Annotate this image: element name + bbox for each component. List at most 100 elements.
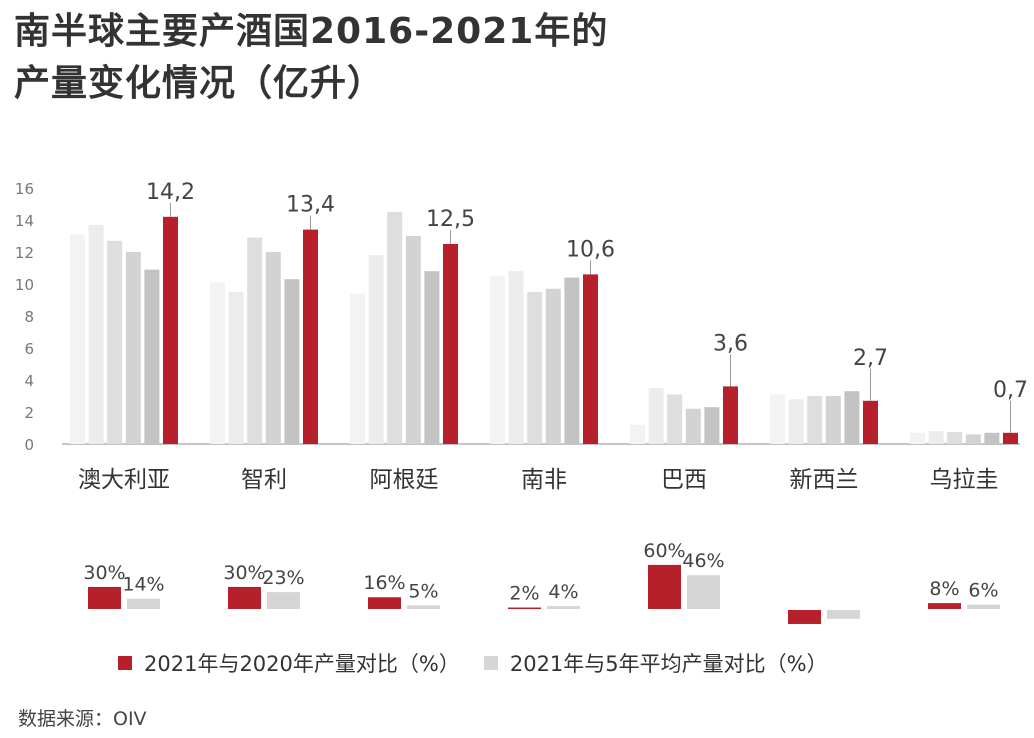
bar xyxy=(1003,432,1018,444)
bar xyxy=(350,293,365,444)
percent-bar xyxy=(648,564,681,609)
percent-label: 46% xyxy=(682,550,724,572)
bar xyxy=(284,279,300,444)
percent-bar xyxy=(827,610,860,619)
percent-label: 6% xyxy=(968,580,998,602)
percent-bar xyxy=(967,604,1000,609)
percent-bar xyxy=(368,597,401,609)
bar xyxy=(144,269,160,444)
category-label: 乌拉圭 xyxy=(930,467,999,493)
bar xyxy=(368,255,384,444)
bar xyxy=(303,229,318,444)
bar xyxy=(630,424,645,444)
y-tick-label: 4 xyxy=(24,372,34,390)
percent-label: 8% xyxy=(929,578,959,600)
percent-bar xyxy=(228,586,261,609)
bar xyxy=(704,407,720,444)
bar xyxy=(490,276,505,444)
percent-bar xyxy=(547,606,580,609)
percent-label: 60% xyxy=(643,540,685,562)
bar xyxy=(265,252,281,444)
y-tick-label: 0 xyxy=(24,436,34,454)
percent-bar xyxy=(788,610,821,624)
bar xyxy=(807,396,823,444)
bar xyxy=(583,274,598,444)
data-label: 10,6 xyxy=(566,237,615,262)
bar xyxy=(405,236,421,444)
bar xyxy=(564,277,580,444)
bar xyxy=(527,292,543,444)
data-label: 2,7 xyxy=(853,346,888,371)
bar xyxy=(844,391,860,444)
percent-label: 14% xyxy=(122,574,164,596)
y-tick-label: 10 xyxy=(15,276,34,294)
bar xyxy=(910,432,925,444)
bar xyxy=(424,271,440,444)
production-chart: 0 2 4 6 8 10 12 14 16 14,2 澳大利亚 13,4 智利 12,5 阿根廷 10,6 南非… xyxy=(15,180,1028,624)
bar xyxy=(667,394,683,444)
percent-label: 30% xyxy=(223,562,265,584)
percent-label: 5% xyxy=(408,580,438,602)
title-line-1: 南半球主要产酒国2016-2021年的 xyxy=(14,11,609,52)
bar xyxy=(210,282,225,444)
chart-title: 南半球主要产酒国2016-2021年的 产量变化情况（亿升） xyxy=(14,6,608,110)
legend-item-avg: 2021年与5年平均产量对比（%） xyxy=(483,648,828,678)
legend-swatch-gray xyxy=(483,656,498,670)
percent-bar xyxy=(127,598,160,609)
bar xyxy=(107,240,123,444)
data-label: 0,7 xyxy=(993,378,1028,403)
percent-label: 16% xyxy=(363,572,405,594)
percent-label: 30% xyxy=(83,562,125,584)
bar xyxy=(387,212,403,444)
bar xyxy=(947,432,963,444)
data-label: 14,2 xyxy=(146,180,195,205)
bar xyxy=(770,394,785,444)
bar xyxy=(863,400,878,444)
y-tick-label: 6 xyxy=(24,340,34,358)
bar xyxy=(965,434,981,444)
bar xyxy=(88,224,104,444)
category-label: 新西兰 xyxy=(790,467,859,493)
data-label: 3,6 xyxy=(713,331,748,356)
bar xyxy=(984,432,1000,444)
bar xyxy=(228,292,244,444)
percent-bar xyxy=(928,603,961,609)
y-tick-label: 8 xyxy=(24,308,34,326)
category-label: 巴西 xyxy=(661,467,707,493)
y-tick-label: 14 xyxy=(15,212,34,230)
bar xyxy=(723,386,738,444)
percent-bar xyxy=(687,575,720,609)
bar xyxy=(508,271,524,444)
percent-bar xyxy=(508,607,541,610)
percent-label: 4% xyxy=(548,581,578,603)
data-label: 13,4 xyxy=(286,193,335,218)
legend-label-avg: 2021年与5年平均产量对比（%） xyxy=(509,652,828,676)
percent-bar xyxy=(88,586,121,609)
bar xyxy=(247,237,263,444)
y-tick-label: 12 xyxy=(15,244,34,262)
percent-bar xyxy=(267,592,300,609)
legend-item-yoy: 2021年与2020年产量对比（%） xyxy=(118,648,460,678)
data-label: 12,5 xyxy=(426,207,475,232)
category-label: 南非 xyxy=(521,467,567,493)
bar xyxy=(545,288,561,444)
y-tick-label: 16 xyxy=(15,180,34,198)
bar xyxy=(163,216,178,444)
bar xyxy=(443,244,458,444)
percent-label: 2% xyxy=(509,583,539,605)
percent-bar xyxy=(407,605,440,609)
bar xyxy=(788,399,804,444)
bar xyxy=(648,388,664,444)
bar xyxy=(70,234,85,444)
bar xyxy=(928,431,944,444)
percent-label: 23% xyxy=(262,567,304,589)
bar xyxy=(685,408,701,444)
bar xyxy=(125,252,141,444)
title-line-2: 产量变化情况（亿升） xyxy=(14,63,385,104)
bar xyxy=(825,396,841,444)
category-label: 澳大利亚 xyxy=(78,467,170,493)
y-tick-label: 2 xyxy=(24,404,34,422)
legend-label-yoy: 2021年与2020年产量对比（%） xyxy=(144,652,460,676)
legend-swatch-red xyxy=(118,656,132,670)
legend: 2021年与2020年产量对比（%） 2021年与5年平均产量对比（%） xyxy=(118,648,852,678)
